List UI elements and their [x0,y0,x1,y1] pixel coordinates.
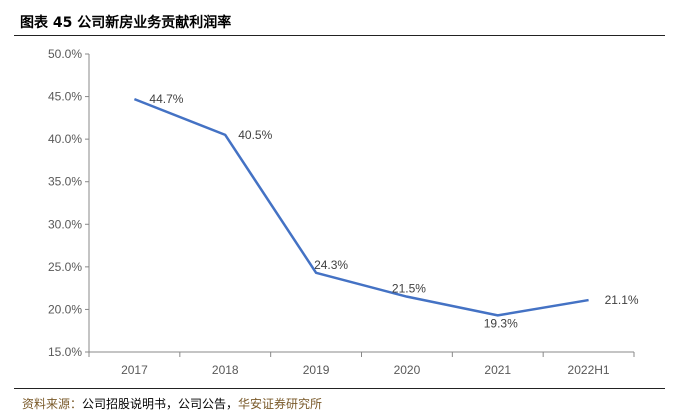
source-org: 华安证券研究所 [238,397,323,411]
y-tick-label: 35.0% [48,175,82,189]
data-label: 24.3% [314,258,348,272]
source-text: 公司招股说明书，公司公告， [82,397,239,411]
x-tick-label: 2021 [484,363,511,377]
x-tick-label: 2020 [394,363,421,377]
y-tick-label: 50.0% [48,47,82,61]
x-tick-label: 2018 [212,363,239,377]
x-tick-label: 2019 [303,363,330,377]
top-rule [14,35,665,36]
series-line [133,97,589,317]
y-tick-label: 20.0% [48,302,82,316]
y-tick-label: 45.0% [48,90,82,104]
y-tick-label: 30.0% [48,217,82,231]
data-label: 21.1% [605,293,639,307]
y-tick-label: 25.0% [48,260,82,274]
data-label: 21.5% [392,282,426,296]
x-tick-label: 2017 [121,363,148,377]
y-tick-label: 15.0% [48,345,82,359]
data-label: 40.5% [238,128,272,142]
source-label: 资料来源： [22,397,83,411]
y-tick-label: 40.0% [48,132,82,146]
x-tick-label: 2022H1 [568,363,610,377]
data-label: 19.3% [484,316,518,330]
bottom-rule [14,388,665,389]
data-label: 44.7% [149,92,183,106]
source-note: 资料来源：公司招股说明书，公司公告，华安证券研究所 [22,395,322,412]
figure-title: 图表 45 公司新房业务贡献利润率 [20,15,232,31]
